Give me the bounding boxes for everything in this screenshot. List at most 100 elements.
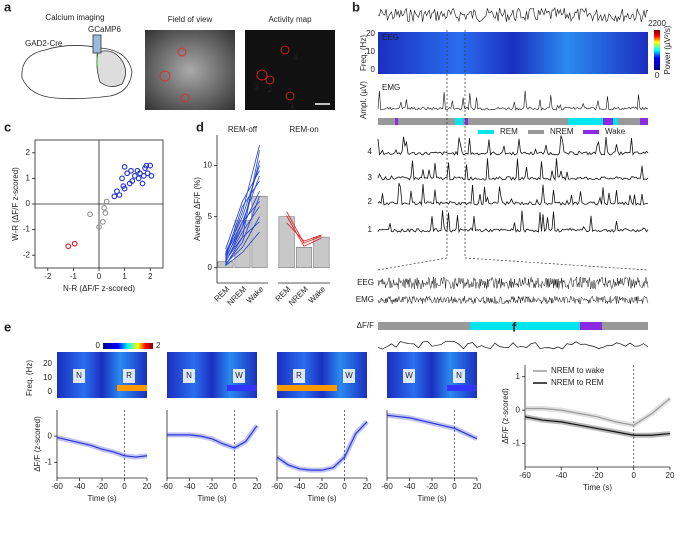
x-tick-label: -40	[74, 482, 86, 491]
x-tick-label: -20	[206, 482, 218, 491]
trace-label: 3	[368, 173, 373, 182]
hypnogram	[378, 118, 648, 125]
trace-label: EEG	[382, 33, 399, 42]
point	[99, 219, 106, 225]
hypnogram-state	[455, 118, 463, 125]
point	[144, 170, 151, 177]
colorbar	[654, 30, 660, 70]
axis-label: Freq. (Hz)	[25, 360, 34, 396]
line	[276, 421, 368, 471]
hypnogram-state	[603, 118, 613, 125]
x-tick-label: -40	[404, 482, 416, 491]
colorbar-label: 0	[655, 71, 660, 80]
zoom-lines	[377, 30, 649, 271]
y-tick-label: 10	[43, 373, 52, 382]
state-label: R	[126, 371, 132, 380]
chart-title: REM-off	[228, 125, 258, 134]
neuron-line	[225, 165, 260, 253]
panel-label: a	[4, 0, 12, 14]
y-tick-label: 20	[366, 29, 375, 38]
state-box	[233, 369, 245, 383]
neuron-line	[225, 170, 260, 250]
state-label: N	[456, 371, 462, 380]
hypnogram-state	[568, 118, 603, 125]
y-tick-label: 10	[203, 161, 212, 170]
legend-swatch	[583, 130, 599, 134]
point	[114, 188, 120, 195]
y-tick-label: 0	[371, 65, 376, 74]
point	[87, 211, 93, 218]
neuron-line	[225, 180, 260, 256]
x-tick-label: 0	[97, 272, 102, 281]
state-label: N	[76, 371, 82, 380]
x-tick-label: NREM	[287, 284, 310, 307]
y-tick-label: 1	[516, 372, 521, 381]
x-tick-label: -60	[519, 471, 531, 480]
x-tick-label: NREM	[225, 284, 248, 307]
state-box	[293, 369, 305, 383]
panel-label: d	[196, 119, 204, 134]
activity-map-image	[245, 30, 335, 110]
x-tick-label: 0	[122, 482, 127, 491]
state-label: N	[186, 371, 192, 380]
x-tick-label: -40	[294, 482, 306, 491]
colorbar-title: Power (µV²/s)	[663, 25, 672, 74]
heatmap-band	[227, 385, 257, 391]
x-tick-label: -20	[592, 471, 604, 480]
x-tick-label: 1	[122, 272, 127, 281]
line-band	[275, 420, 369, 473]
x-axis-label: Time (s)	[583, 483, 612, 492]
state-box	[403, 369, 415, 383]
point	[65, 243, 72, 250]
axis-label: Ampl. (µV)	[359, 81, 368, 119]
emg-trace	[377, 90, 649, 111]
panel-title: Activity map	[268, 15, 312, 24]
heatmaps	[57, 352, 477, 398]
colorbar-label: 2	[156, 341, 161, 350]
x-tick-label: 20	[143, 482, 152, 491]
x-tick-label: Wake	[307, 284, 328, 305]
colorbar	[103, 343, 153, 349]
legend-label: NREM to wake	[551, 366, 605, 375]
y-tick-label: 0	[516, 405, 521, 414]
x-tick-label: -20	[316, 482, 328, 491]
y-tick-label: 1	[26, 174, 31, 183]
heatmap-band	[117, 385, 147, 391]
x-tick-label: -40	[184, 482, 196, 491]
point	[102, 210, 109, 216]
colorbar-label: 2200	[648, 19, 666, 28]
bar	[313, 236, 330, 268]
legend-swatch	[528, 130, 544, 134]
state-label: R	[296, 371, 302, 380]
eeg-trace	[377, 7, 649, 23]
panel-title: Field of view	[168, 15, 213, 24]
y-tick-label: -1	[45, 457, 53, 466]
axis-label: Freq. (Hz)	[359, 35, 368, 71]
point	[96, 224, 102, 230]
legend-label: NREM to REM	[551, 378, 604, 387]
x-tick-label: -60	[271, 482, 283, 491]
y-tick-label: -1	[23, 225, 31, 234]
legend-label: NREM	[550, 127, 574, 136]
calcium-trace	[377, 210, 649, 234]
state-label: W	[345, 371, 353, 380]
y-tick-label: 10	[366, 47, 375, 56]
line-band	[386, 412, 479, 442]
zoom-emg	[377, 295, 649, 305]
point	[131, 172, 138, 179]
line	[386, 414, 478, 440]
x-tick-label: 20	[253, 482, 262, 491]
y-tick-label: 0	[26, 199, 31, 208]
hypnogram-state	[395, 118, 398, 125]
trace-label: 4	[368, 147, 373, 156]
chart-title: REM-on	[289, 125, 318, 134]
neuron-line	[225, 201, 260, 255]
point	[71, 240, 78, 247]
y-tick-label: 20	[43, 359, 52, 368]
line-band	[167, 424, 260, 451]
point	[120, 183, 127, 189]
roi-label: 1	[290, 101, 295, 110]
state-box	[343, 369, 355, 383]
state-box	[73, 369, 85, 383]
x-tick-label: 0	[632, 471, 637, 480]
